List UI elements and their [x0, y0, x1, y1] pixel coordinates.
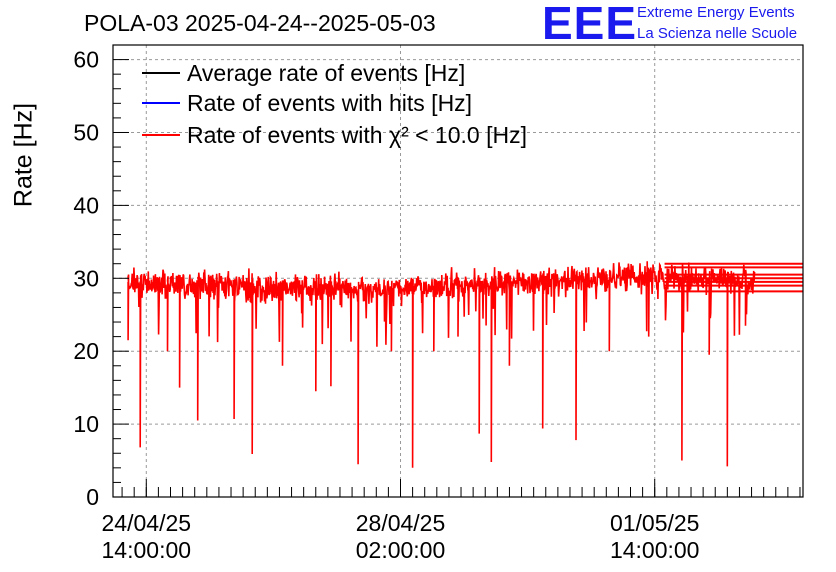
logo-line-2: La Scienza nelle Scuole — [637, 25, 798, 42]
x-tick-time-label: 14:00:00 — [610, 537, 700, 563]
legend-label: Rate of events with χ² < 10.0 [Hz] — [187, 122, 527, 148]
series-rate-chi2 — [127, 261, 756, 468]
x-tick-date-label: 01/05/25 — [610, 510, 700, 536]
y-tick-label: 10 — [73, 411, 99, 437]
logo-line-1: Extreme Energy Events — [637, 4, 795, 21]
y-tick-label: 20 — [73, 338, 99, 364]
x-tick-date-label: 28/04/25 — [356, 510, 446, 536]
chart-title: POLA-03 2025-04-24--2025-05-03 — [84, 10, 436, 36]
plot-frame — [112, 44, 804, 498]
y-tick-label: 30 — [73, 265, 99, 291]
x-tick-time-label: 02:00:00 — [356, 537, 446, 563]
y-tick-label: 0 — [86, 484, 99, 510]
y-tick-label: 40 — [73, 192, 99, 218]
y-tick-label: 50 — [73, 119, 99, 145]
legend-label: Rate of events with hits [Hz] — [187, 90, 472, 116]
x-tick-date-label: 24/04/25 — [102, 510, 192, 536]
x-tick-time-label: 14:00:00 — [102, 537, 192, 563]
eee-logo: EEE — [542, 0, 638, 49]
y-tick-label: 60 — [73, 47, 99, 73]
legend-label: Average rate of events [Hz] — [187, 60, 465, 86]
